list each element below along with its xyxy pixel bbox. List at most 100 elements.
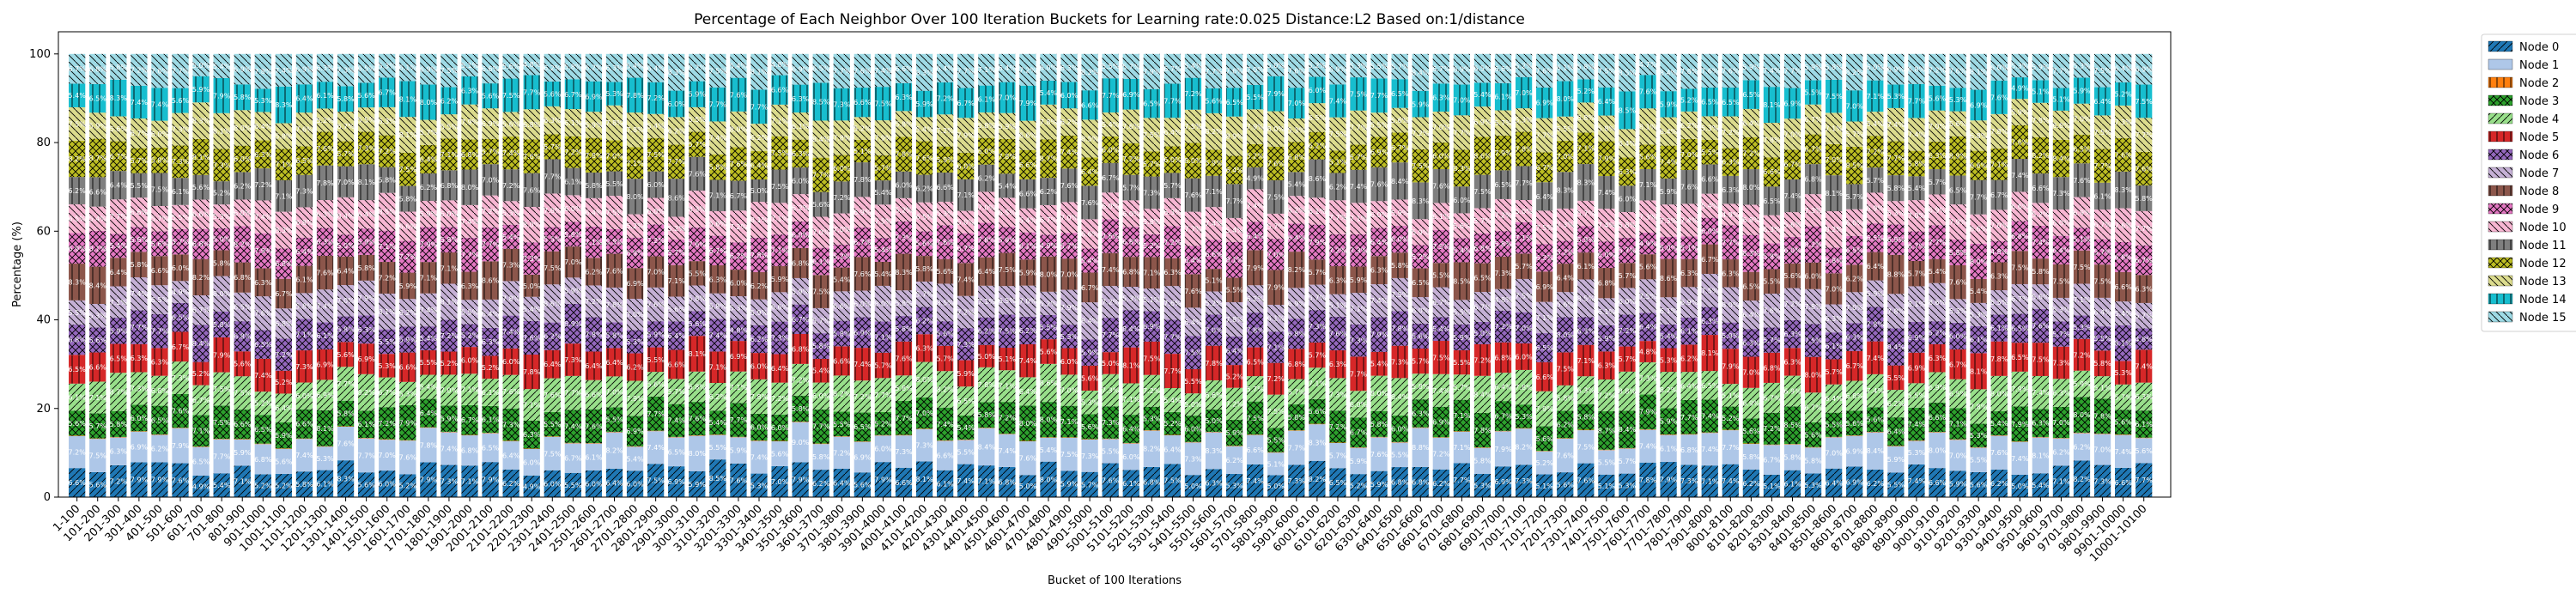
segment-label: 7.6% [854, 270, 872, 278]
segment-node-7 [1247, 285, 1264, 313]
segment-node-6 [213, 311, 230, 337]
segment-label: 8.6% [482, 277, 500, 285]
segment-label: 7.8% [1990, 355, 2008, 363]
segment-label: 8.0% [730, 126, 748, 134]
segment-node-0 [915, 461, 933, 497]
segment-node-4 [1577, 376, 1595, 404]
segment-label: 7.2% [1143, 387, 1161, 395]
segment-node-4 [1163, 388, 1182, 412]
segment-node-5 [689, 336, 706, 372]
segment-label: 6.2% [626, 364, 644, 372]
bar-3001-3100 [689, 53, 706, 497]
segment-node-10 [647, 197, 665, 225]
segment-label: 6.3% [1846, 333, 1864, 341]
bar-6201-6300 [1350, 53, 1367, 497]
segment-label: 7.4% [1660, 159, 1678, 167]
segment-label: 6.7% [1990, 191, 2008, 199]
segment-label: 7.7% [1722, 444, 1740, 452]
segment-label: 6.5% [1309, 114, 1327, 122]
segment-label: 6.2% [750, 282, 769, 290]
bar-2201-2300 [523, 53, 540, 497]
segment-label: 7.1% [1639, 181, 1657, 189]
segment-node-12 [978, 137, 995, 165]
segment-label: 8.0% [1804, 371, 1822, 379]
segment-label: 5.7% [1763, 337, 1781, 344]
segment-node-15 [1846, 53, 1863, 91]
segment-node-7 [1184, 307, 1202, 337]
segment-node-2 [1826, 436, 1843, 438]
bar-5201-5300 [1143, 53, 1160, 497]
segment-label: 5.8% [978, 122, 996, 130]
segment-label: 6.7% [131, 130, 149, 137]
segment-node-15 [564, 53, 581, 80]
segment-label: 5.6% [172, 97, 190, 105]
segment-label: 5.7% [812, 318, 830, 325]
segment-label: 6.0% [1060, 92, 1078, 100]
segment-node-12 [213, 149, 230, 182]
segment-node-4 [1970, 389, 1987, 424]
segment-label: 5.4% [833, 276, 851, 283]
segment-label: 6.6% [833, 302, 851, 310]
segment-node-8 [1639, 254, 1656, 280]
segment-label: 5.2% [1040, 300, 1058, 307]
segment-node-3 [2093, 398, 2111, 434]
segment-node-6 [585, 317, 603, 352]
segment-label: 6.0% [1122, 210, 1140, 218]
segment-node-4 [1370, 375, 1388, 411]
segment-node-11 [999, 173, 1016, 198]
segment-label: 6.3% [1722, 186, 1740, 194]
segment-node-13 [1163, 118, 1182, 147]
segment-label: 5.9% [110, 327, 128, 335]
segment-label: 7.8% [2032, 117, 2050, 124]
segment-node-12 [1598, 141, 1615, 177]
segment-node-3 [999, 402, 1016, 434]
segment-label: 7.4% [1350, 183, 1368, 191]
segment-label: 6.0% [1453, 197, 1471, 204]
segment-label: 6.9% [1908, 334, 1926, 342]
segment-node-1 [1577, 430, 1595, 464]
segment-node-14 [1660, 91, 1677, 118]
segment-label: 6.9% [854, 453, 872, 461]
segment-label: 5.5% [1184, 378, 1202, 385]
segment-node-15 [1763, 53, 1781, 88]
segment-label: 7.4% [709, 135, 727, 143]
segment-node-5 [730, 341, 747, 372]
segment-node-14 [337, 86, 355, 112]
segment-label: 6.0% [1391, 236, 1409, 244]
segment-label: 6.0% [1412, 307, 1430, 315]
segment-node-10 [2115, 208, 2132, 242]
segment-label: 7.9% [1494, 446, 1512, 453]
segment-node-4 [1763, 382, 1781, 413]
segment-label: 6.7% [1081, 284, 1099, 292]
segment-node-15 [1722, 53, 1739, 88]
segment-node-12 [1102, 136, 1119, 163]
segment-label: 7.2% [999, 415, 1017, 422]
segment-label: 7.3% [1184, 455, 1202, 463]
segment-node-7 [709, 293, 726, 319]
segment-node-7 [1060, 289, 1078, 325]
segment-node-15 [1370, 53, 1388, 79]
segment-node-0 [1247, 464, 1264, 497]
segment-node-11 [523, 173, 540, 208]
segment-label: 8.3% [1577, 179, 1595, 186]
segment-node-10 [316, 200, 334, 228]
segment-node-0 [605, 468, 623, 497]
segment-label: 6.0% [1619, 298, 1637, 306]
segment-label: 5.3% [1060, 333, 1078, 341]
segment-node-3 [915, 397, 933, 429]
segment-node-14 [379, 77, 396, 107]
segment-label: 7.3% [1515, 477, 1533, 485]
segment-label: 7.5% [1060, 451, 1078, 458]
segment-label: 5.5% [1453, 308, 1471, 316]
segment-node-1 [2115, 434, 2132, 468]
segment-node-1 [295, 439, 313, 472]
segment-node-2 [1536, 451, 1553, 452]
segment-label: 7.1% [585, 239, 603, 246]
segment-node-6 [89, 327, 106, 353]
segment-node-4 [854, 380, 871, 413]
segment-node-2 [461, 434, 478, 436]
segment-label: 5.1% [2052, 96, 2070, 104]
segment-node-10 [213, 204, 230, 228]
segment-node-4 [1536, 391, 1553, 427]
segment-label: 7.4% [295, 452, 313, 459]
